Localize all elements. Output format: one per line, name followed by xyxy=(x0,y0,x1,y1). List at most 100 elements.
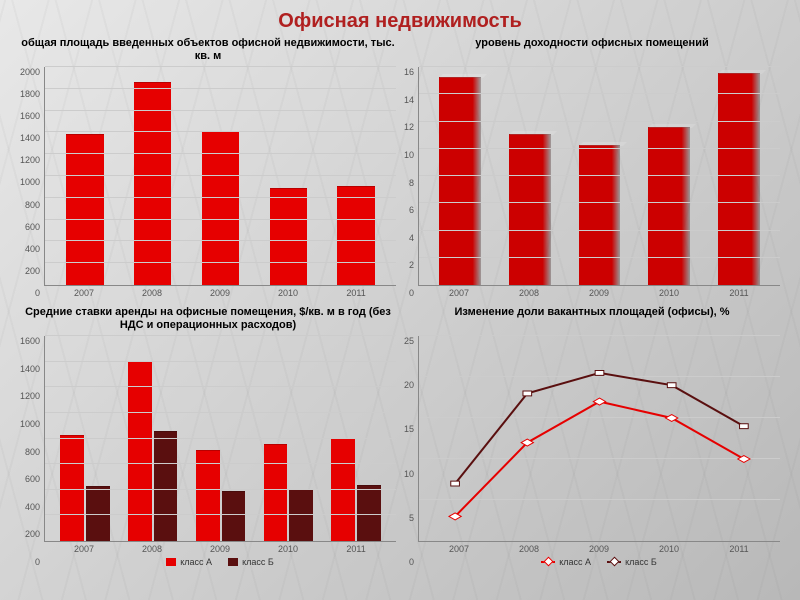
y-tick: 16 xyxy=(404,67,414,77)
y-tick: 400 xyxy=(20,502,40,512)
bar xyxy=(648,127,690,285)
chart3-title: Средние ставки аренды на офисные помещен… xyxy=(20,306,396,334)
gridline xyxy=(45,386,396,387)
bar xyxy=(439,77,481,285)
chart1-title: общая площадь введенных объектов офисной… xyxy=(20,37,396,65)
legend-label: класс Б xyxy=(625,557,657,567)
line-series xyxy=(455,373,744,484)
bar xyxy=(718,73,760,285)
gridline xyxy=(45,88,396,89)
gridline xyxy=(45,131,396,132)
legend-swatch xyxy=(166,558,176,566)
y-tick: 25 xyxy=(404,336,414,346)
x-tick: 2007 xyxy=(424,288,494,298)
marker-square xyxy=(523,391,532,396)
gridline xyxy=(45,262,396,263)
y-tick: 600 xyxy=(20,222,40,232)
gridline xyxy=(45,489,396,490)
legend-label: класс А xyxy=(180,557,212,567)
chart3-legend: класс А класс Б xyxy=(44,554,396,567)
chart3-panel: Средние ставки аренды на офисные помещен… xyxy=(20,306,396,567)
legend-swatch xyxy=(228,558,238,566)
x-tick: 2007 xyxy=(50,544,118,554)
chart1-x-axis: 20072008200920102011 xyxy=(44,286,396,298)
y-tick: 5 xyxy=(404,513,414,523)
x-tick: 2010 xyxy=(634,544,704,554)
gridline xyxy=(45,438,396,439)
legend-label: класс Б xyxy=(242,557,274,567)
y-tick: 10 xyxy=(404,469,414,479)
y-tick: 6 xyxy=(404,205,414,215)
y-tick: 0 xyxy=(404,557,414,567)
y-tick: 1200 xyxy=(20,391,40,401)
legend-item: класс Б xyxy=(607,557,657,567)
y-tick: 400 xyxy=(20,244,40,254)
chart4-legend: класс А класс Б xyxy=(418,554,780,567)
y-tick: 1000 xyxy=(20,177,40,187)
gridline xyxy=(419,148,780,149)
gridline xyxy=(419,175,780,176)
gridline xyxy=(45,66,396,67)
bar xyxy=(154,431,178,541)
gridline xyxy=(45,463,396,464)
chart2-y-axis: 1614121086420 xyxy=(404,67,418,298)
y-tick: 800 xyxy=(20,200,40,210)
chart2-title: уровень доходности офисных помещений xyxy=(404,37,780,65)
marker-square xyxy=(740,424,749,429)
legend-swatch xyxy=(541,561,555,563)
legend-item: класс А xyxy=(541,557,591,567)
x-tick: 2011 xyxy=(704,288,774,298)
y-tick: 4 xyxy=(404,233,414,243)
chart2-plot xyxy=(418,67,780,286)
chart3-plot xyxy=(44,336,396,542)
gridline xyxy=(45,175,396,176)
chart4-plot xyxy=(418,336,780,542)
gridline xyxy=(45,514,396,515)
chart3-y-axis: 16001400120010008006004002000 xyxy=(20,336,44,567)
bar xyxy=(264,444,288,541)
legend-item: класс Б xyxy=(228,557,274,567)
y-tick: 1400 xyxy=(20,364,40,374)
legend-item: класс А xyxy=(166,557,212,567)
y-tick: 2 xyxy=(404,260,414,270)
x-tick: 2009 xyxy=(564,288,634,298)
x-tick: 2008 xyxy=(118,544,186,554)
x-tick: 2009 xyxy=(186,544,254,554)
gridline xyxy=(419,230,780,231)
y-tick: 1200 xyxy=(20,155,40,165)
y-tick: 10 xyxy=(404,150,414,160)
chart1-plot xyxy=(44,67,396,286)
x-tick: 2008 xyxy=(118,288,186,298)
chart-grid: общая площадь введенных объектов офисной… xyxy=(0,37,800,577)
gridline xyxy=(45,219,396,220)
y-tick: 1600 xyxy=(20,336,40,346)
chart2-panel: уровень доходности офисных помещений 16 1… xyxy=(404,37,780,298)
x-tick: 2010 xyxy=(254,288,322,298)
bar xyxy=(134,82,171,285)
chart1-y-axis: 2000180016001400120010008006004002000 xyxy=(20,67,44,298)
gridline xyxy=(45,197,396,198)
y-tick: 0 xyxy=(404,288,414,298)
y-tick: 800 xyxy=(20,447,40,457)
bar xyxy=(270,188,307,285)
chart2-x-axis: 20072008200920102011 xyxy=(418,286,780,298)
x-tick: 2009 xyxy=(186,288,254,298)
y-tick: 14 xyxy=(404,95,414,105)
bar xyxy=(357,485,381,541)
x-tick: 2008 xyxy=(494,544,564,554)
y-tick: 2000 xyxy=(20,67,40,77)
chart4-x-axis: 20072008200920102011 xyxy=(418,542,780,554)
x-tick: 2011 xyxy=(322,544,390,554)
bar xyxy=(509,134,551,285)
legend-swatch xyxy=(607,561,621,563)
gridline xyxy=(45,240,396,241)
x-tick: 2010 xyxy=(634,288,704,298)
y-tick: 0 xyxy=(20,557,40,567)
chart1-panel: общая площадь введенных объектов офисной… xyxy=(20,37,396,298)
marker-square xyxy=(595,370,604,375)
y-tick: 0 xyxy=(20,288,40,298)
marker-square xyxy=(451,481,460,486)
y-tick: 20 xyxy=(404,380,414,390)
chart3-x-axis: 20072008200920102011 xyxy=(44,542,396,554)
y-tick: 8 xyxy=(404,178,414,188)
